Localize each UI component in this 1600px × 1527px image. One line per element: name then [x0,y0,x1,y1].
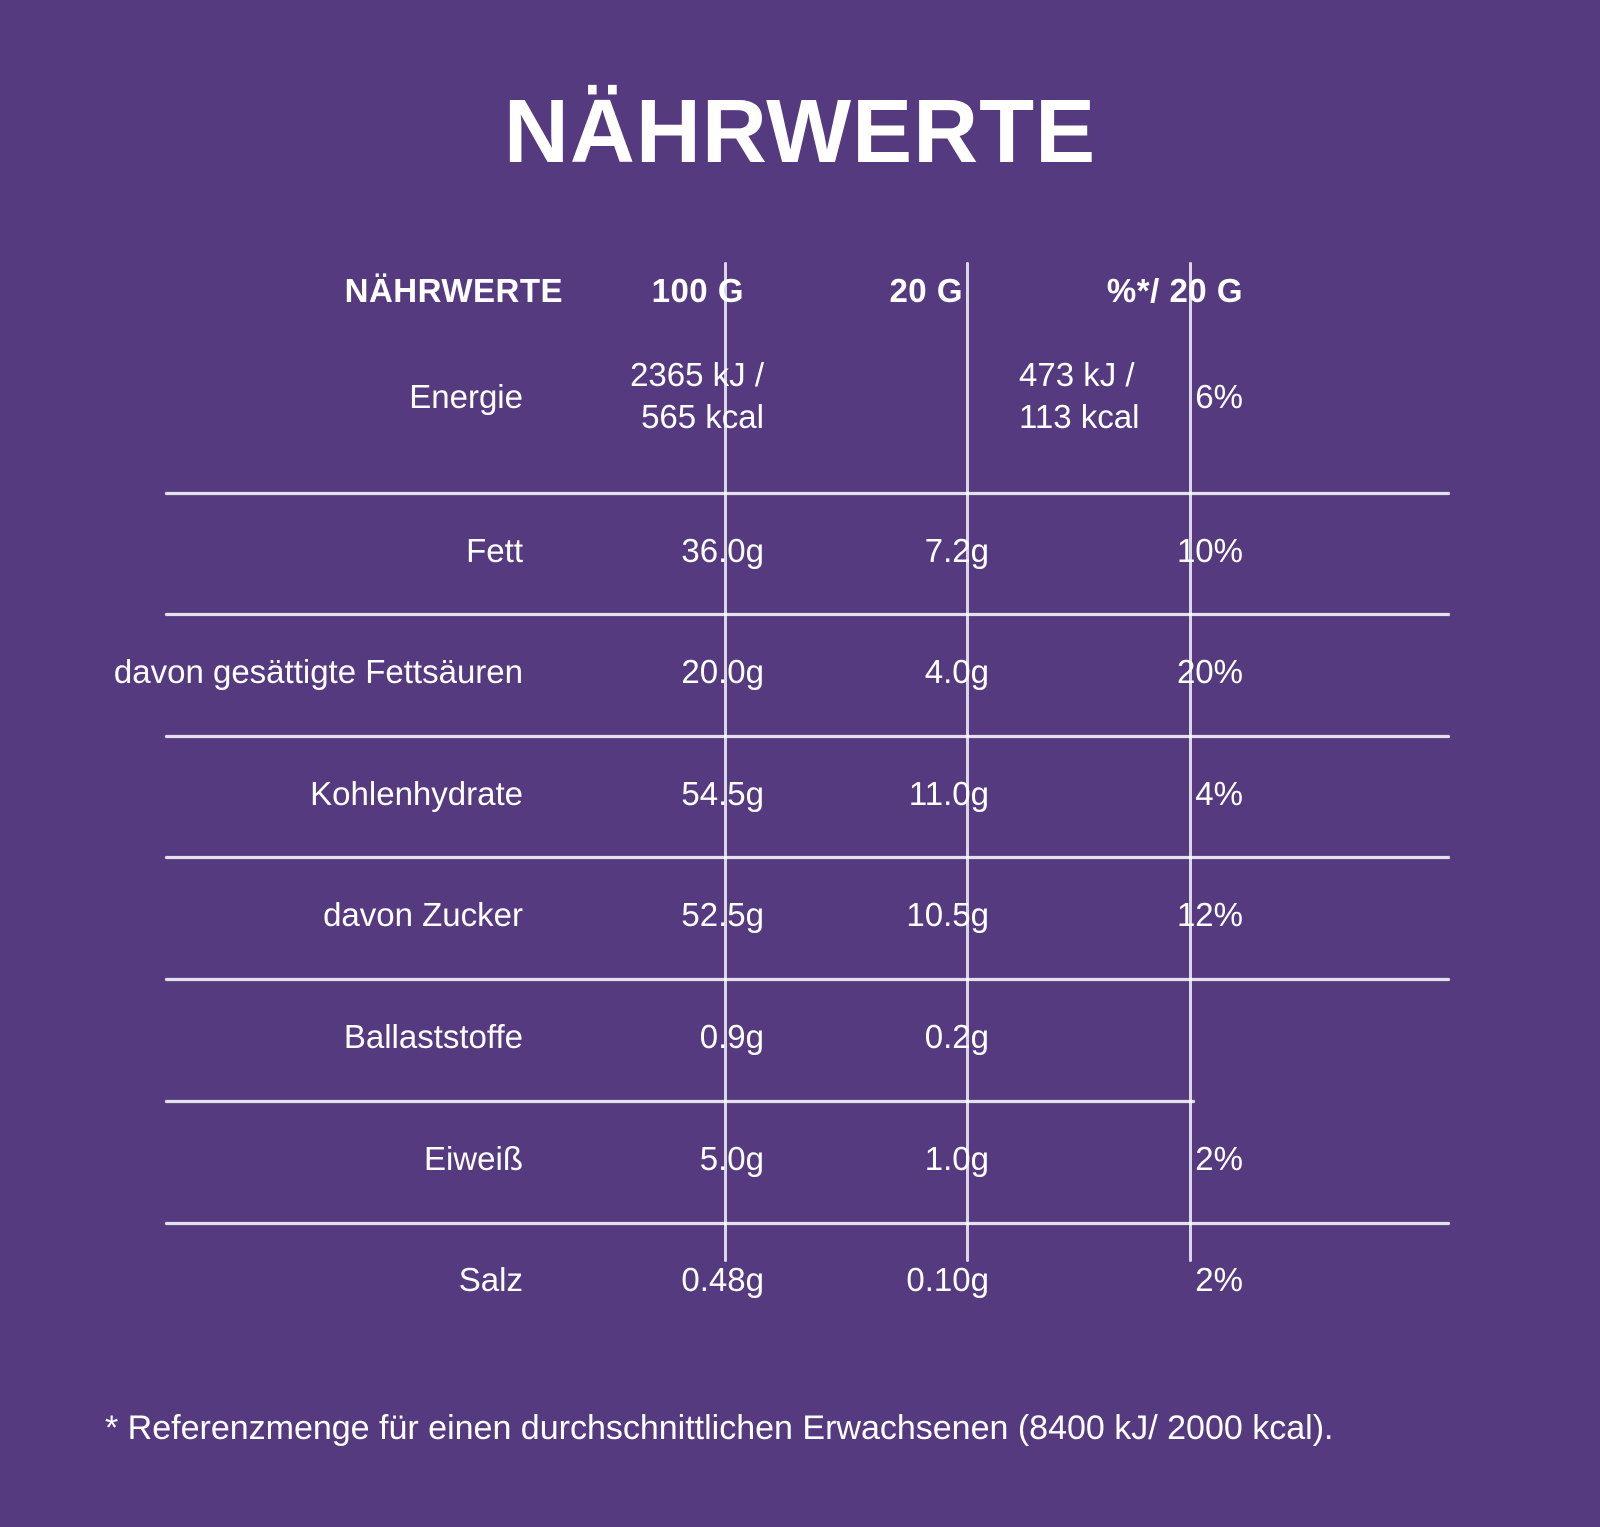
row-divider [165,856,1450,859]
cell-per-20g: 1.0g [924,1140,989,1177]
cell-percent: 10% [1176,532,1243,569]
row-divider [165,1222,1450,1225]
cell-per-20g: 473 kJ / 113 kcal [1019,354,1139,438]
row-divider [165,735,1450,738]
cell-per-20g: 4.0g [924,653,989,690]
row-label: davon Zucker [323,896,523,933]
row-label: Eiweiß [423,1140,523,1177]
column-divider [966,262,969,1262]
cell-per-100g: 36.0g [681,532,764,569]
cell-per-100g: 54.5g [681,775,764,812]
header-per-100g: 100 G [651,272,744,309]
column-divider [724,262,727,1262]
row-label: Energie [409,378,523,415]
cell-percent: 2% [1195,1140,1243,1177]
page-title: NÄHRWERTE [503,82,1097,182]
row-divider [165,1100,1195,1103]
cell-per-100g: 0.48g [681,1261,764,1298]
header-nutrient: NÄHRWERTE [344,272,563,309]
cell-per-20g: 0.10g [906,1261,989,1298]
column-divider [1189,262,1192,1262]
row-label: Fett [466,532,523,569]
cell-per-20g: 0.2g [924,1018,989,1055]
row-label: Ballaststoffe [343,1018,523,1055]
cell-line: 565 kcal [641,398,764,435]
row-divider [165,492,1450,495]
header-per-20g: 20 G [889,272,963,309]
cell-line: 473 kJ / [1019,356,1135,393]
cell-per-100g: 2365 kJ / 565 kcal [630,354,764,438]
row-divider [165,613,1450,616]
row-label: davon gesättigte Fettsäuren [113,653,523,690]
cell-percent: 6% [1195,378,1243,415]
row-divider [165,978,1450,981]
cell-per-20g: 11.0g [908,775,989,812]
cell-per-20g: 7.2g [924,532,989,569]
row-label: Salz [458,1261,523,1298]
cell-per-100g: 20.0g [681,653,764,690]
footnote: * Referenzmenge für einen durchschnittli… [105,1409,1334,1447]
cell-percent: 12% [1176,896,1243,933]
cell-line: 113 kcal [1019,398,1140,435]
cell-per-100g: 5.0g [699,1140,764,1177]
cell-per-20g: 10.5g [906,896,989,933]
cell-percent: 4% [1195,775,1243,812]
cell-per-100g: 52.5g [681,896,764,933]
cell-percent: 2% [1195,1261,1243,1298]
row-label: Kohlenhydrate [310,775,523,812]
cell-line: 2365 kJ / [630,356,764,393]
header-percent-ri: %*/ 20 G [1106,272,1243,309]
cell-percent: 20% [1176,653,1243,690]
cell-per-100g: 0.9g [699,1018,764,1055]
